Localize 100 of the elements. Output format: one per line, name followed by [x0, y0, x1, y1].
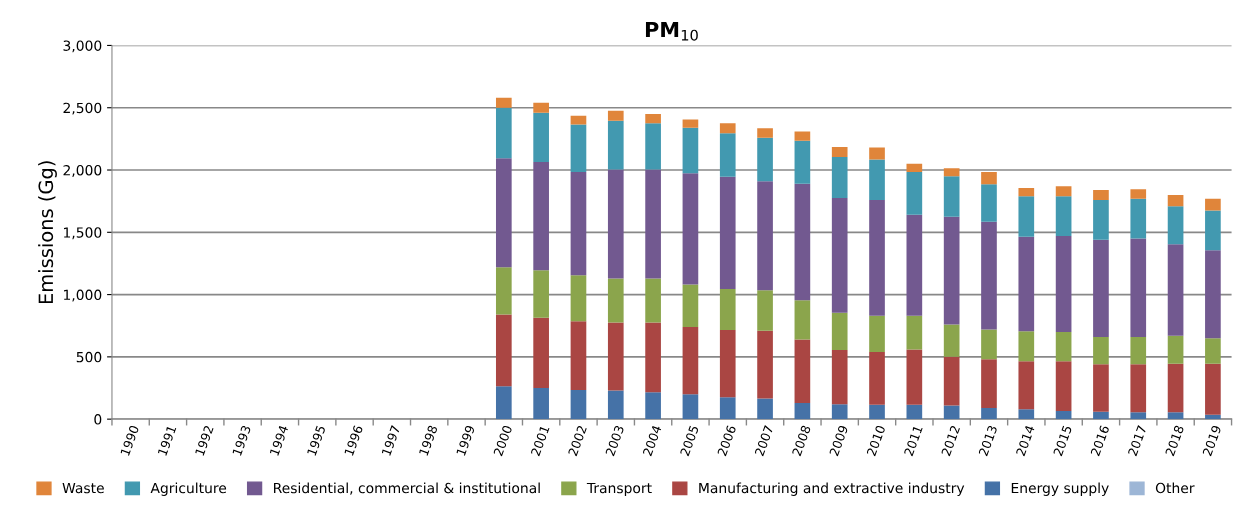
bar: [1205, 363, 1221, 415]
bar: [757, 330, 773, 399]
bar: [682, 127, 699, 174]
bar: [719, 123, 736, 134]
y-axis-title: Emissions (Gg): [38, 161, 57, 304]
bar: [1167, 194, 1184, 207]
bar: [794, 131, 811, 141]
bar: [757, 290, 773, 331]
bar: [831, 156, 848, 199]
bar: [869, 199, 885, 316]
bar: [794, 402, 811, 420]
x-tick-label: 2001: [530, 425, 550, 457]
bar: [645, 322, 661, 393]
bar: [495, 107, 512, 159]
x-tick-label: 2012: [941, 425, 961, 457]
bar: [906, 163, 923, 172]
bar: [1130, 198, 1147, 239]
bar: [495, 97, 512, 108]
bar: [1055, 236, 1072, 332]
bar: [533, 161, 549, 271]
bar: [943, 216, 960, 325]
x-tick-label: 2002: [567, 425, 587, 457]
bar: [533, 270, 549, 318]
bar: [533, 317, 549, 389]
bar: [1018, 361, 1035, 410]
x-tick-label: 1994: [269, 424, 289, 456]
bar: [794, 183, 811, 301]
x-tick-label: 1995: [306, 425, 326, 456]
bar: [869, 159, 885, 200]
x-tick-label: 1991: [157, 425, 177, 456]
bar: [1167, 244, 1184, 336]
bar: [981, 184, 997, 222]
bar: [570, 389, 587, 420]
x-tick-label: 2013: [978, 425, 998, 457]
bar: [1018, 188, 1035, 197]
bar: [1055, 331, 1072, 362]
bar: [682, 326, 699, 395]
bar: [607, 169, 624, 279]
y-tick-label: 2,000: [63, 164, 102, 177]
legend-label: Waste: [62, 482, 104, 494]
bar: [981, 171, 997, 185]
bar: [570, 321, 587, 390]
bar: [794, 339, 811, 403]
bar: [1167, 335, 1184, 364]
bar: [607, 120, 624, 170]
bar: [495, 314, 512, 387]
legend-label: Agriculture: [150, 482, 227, 496]
x-tick-label: 2018: [1164, 424, 1185, 457]
bar: [719, 176, 736, 289]
bar: [645, 278, 661, 323]
bar: [719, 133, 736, 177]
y-tick-label: 2,500: [63, 102, 102, 115]
bar: [981, 359, 997, 408]
bar: [1018, 331, 1035, 362]
bar: [570, 275, 587, 322]
bar: [1130, 364, 1147, 413]
x-tick-label: 2005: [679, 425, 699, 457]
bar: [906, 315, 923, 350]
bar: [906, 171, 923, 215]
legend-label: Residential, commercial & institutional: [274, 482, 540, 495]
x-tick-label: 2014: [1015, 424, 1035, 457]
bar: [607, 322, 624, 391]
bar: [981, 329, 997, 360]
bar: [831, 350, 848, 405]
bar: [1130, 412, 1147, 420]
bar: [981, 221, 997, 330]
bar: [869, 147, 885, 160]
bar: [645, 169, 661, 279]
bar: [1093, 411, 1109, 420]
bar: [869, 351, 885, 405]
x-tick-label: 2010: [866, 424, 886, 457]
bar: [757, 128, 773, 138]
bar: [607, 110, 624, 121]
x-tick-label: 1992: [194, 425, 214, 456]
y-tick-label: 3,000: [63, 40, 102, 53]
x-tick-label: 2015: [1053, 425, 1073, 457]
bar: [495, 267, 512, 315]
x-tick-label: 2008: [791, 424, 811, 457]
bar: [1205, 210, 1221, 251]
x-tick-label: 1999: [456, 424, 476, 456]
x-tick-label: 2006: [717, 424, 737, 457]
bar: [757, 181, 773, 291]
bar: [645, 392, 661, 420]
bar: [682, 394, 699, 420]
bar: [607, 278, 624, 323]
bar: [1130, 189, 1147, 199]
bar: [869, 315, 885, 352]
bar: [831, 312, 848, 351]
bar: [943, 168, 960, 177]
bar: [645, 113, 661, 124]
bar: [1130, 238, 1147, 337]
bar: [906, 349, 923, 405]
bar: [682, 284, 699, 327]
x-tick-label: 2017: [1127, 425, 1147, 457]
bar: [1093, 336, 1109, 365]
bar: [719, 288, 736, 331]
bar: [1093, 199, 1109, 240]
bar: [1205, 250, 1221, 339]
bar: [682, 119, 699, 128]
bar: [1205, 198, 1221, 211]
